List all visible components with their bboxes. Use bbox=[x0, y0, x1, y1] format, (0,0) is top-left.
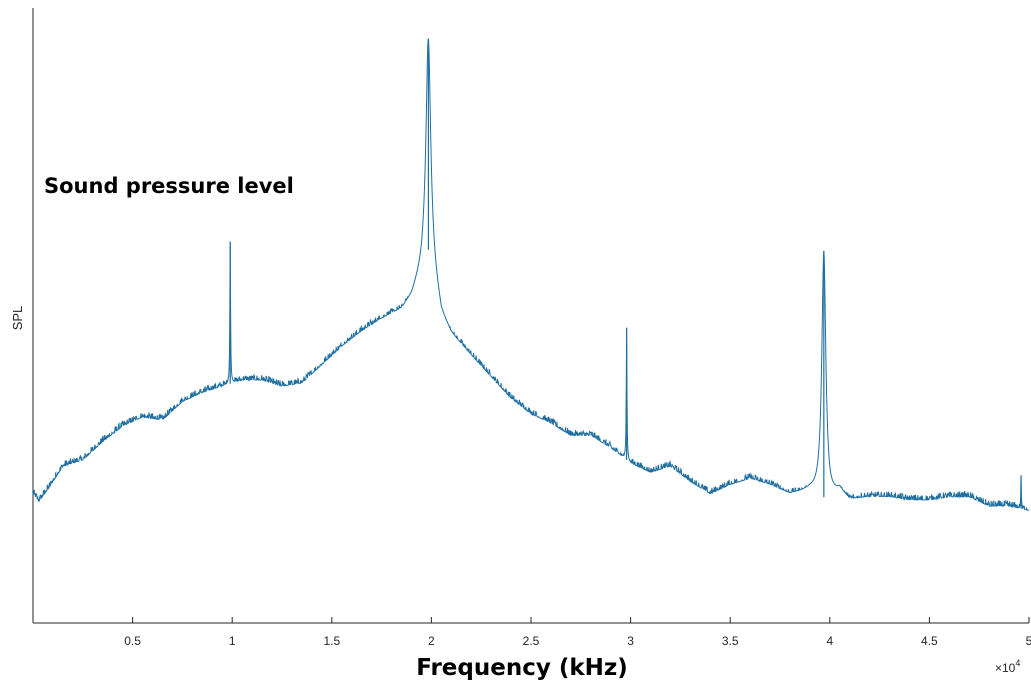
spl-series-line bbox=[32, 38, 1030, 511]
x-axis-label: Frequency (kHz) bbox=[416, 655, 628, 681]
x-tick-label: 3.5 bbox=[722, 634, 739, 648]
x-exponent-base: ×10 bbox=[995, 661, 1016, 675]
x-tick-label: 5 bbox=[1026, 634, 1031, 648]
sound-pressure-annotation: Sound pressure level bbox=[44, 174, 294, 198]
x-exponent-power: 4 bbox=[1015, 658, 1020, 668]
x-tick-label: 1 bbox=[229, 634, 236, 648]
x-axis-ticks: 0.5 1 1.5 2 2.5 3 3.5 4 4.5 5 bbox=[124, 617, 1031, 648]
x-tick-label: 3 bbox=[627, 634, 634, 648]
x-tick-label: 4.5 bbox=[921, 634, 938, 648]
x-tick-label: 1.5 bbox=[323, 634, 340, 648]
x-tick-label: 0.5 bbox=[124, 634, 141, 648]
x-tick-label: 4 bbox=[826, 634, 833, 648]
y-axis-label: SPL bbox=[10, 306, 25, 331]
x-axis-exponent: ×104 bbox=[995, 658, 1020, 675]
x-tick-label: 2 bbox=[428, 634, 435, 648]
x-tick-label: 2.5 bbox=[523, 634, 540, 648]
